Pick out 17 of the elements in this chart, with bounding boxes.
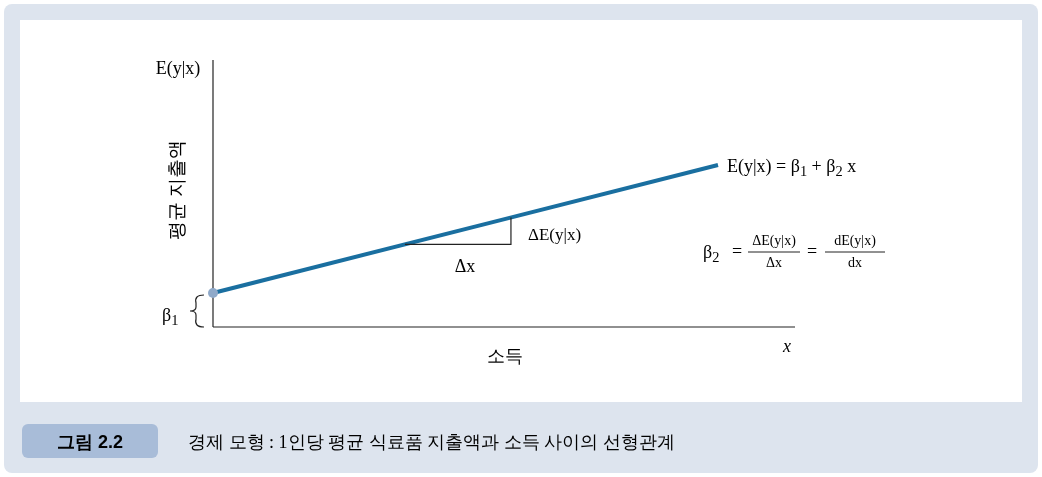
annotation: Δx	[454, 256, 476, 276]
annotation: ΔE(y|x)	[528, 225, 582, 244]
text: 소득	[487, 346, 523, 366]
annotation: =	[806, 241, 818, 261]
annotation: dx	[848, 255, 862, 270]
text: E(y|x)	[155, 58, 201, 79]
y-axis-title: 평균 지출액	[166, 139, 187, 241]
text: 경제 모형 : 1인당 평균 식료품 지출액과 소득 사이의 선형관계	[188, 432, 675, 452]
annotation: Δx	[765, 255, 783, 270]
annotation: dE(y|x)	[834, 233, 877, 249]
annotation: β$_{2}$	[703, 242, 720, 266]
annotation: =	[731, 241, 743, 261]
annotation: ΔE(y|x)	[752, 233, 797, 249]
annotation: β$_{1}$	[162, 305, 179, 329]
text: 그림 2.2	[56, 432, 124, 452]
annotation: E(y|x) = β$_{1}$ + β$_{2}$ x	[727, 156, 857, 180]
x-axis-title: x	[782, 336, 791, 356]
